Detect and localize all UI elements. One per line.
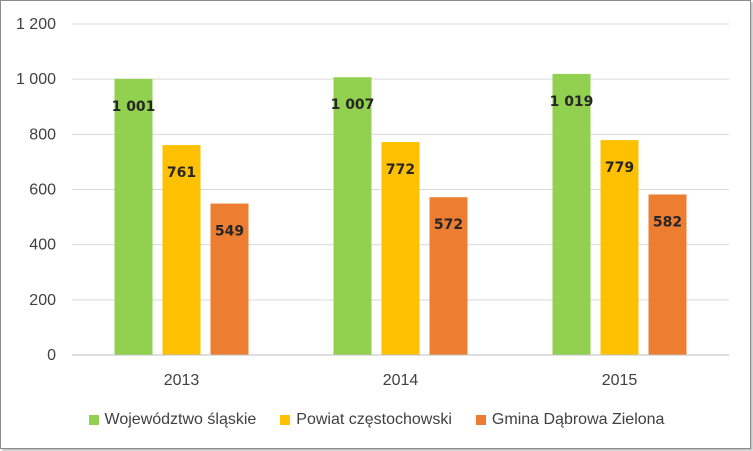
data-label-2015-series-2: 582 (653, 214, 682, 230)
bar-2015-series-0 (552, 73, 591, 355)
bar-2013-series-2 (210, 203, 249, 355)
x-tick-label: 2014 (383, 372, 419, 389)
y-tick-label: 800 (29, 126, 56, 143)
data-label-2013-series-0: 1 001 (112, 99, 156, 115)
legend-item-gmina: Gmina Dąbrowa Zielona (475, 411, 665, 429)
legend-swatch-powiat (280, 415, 291, 425)
y-tick-label: 1 000 (16, 71, 56, 88)
legend-swatch-wojewodztwo (88, 415, 99, 425)
legend-item-wojewodztwo: Województwo śląskie (88, 411, 257, 429)
data-labels: 1 001 761 549 1 007 772 572 1 019 779 582 (112, 94, 683, 240)
legend-item-powiat: Powiat częstochowski (280, 411, 452, 429)
legend: Województwo śląskie Powiat częstochowski… (0, 408, 753, 432)
data-label-2014-series-2: 572 (434, 217, 463, 233)
bar-2014-series-1 (381, 142, 420, 355)
bar-2014-series-0 (333, 77, 372, 355)
bar-2013-series-0 (114, 78, 153, 355)
legend-label-wojewodztwo: Województwo śląskie (104, 411, 257, 428)
bars (114, 73, 687, 355)
x-tick-label: 2015 (602, 372, 638, 389)
y-tick-label: 600 (29, 182, 56, 199)
data-label-2014-series-1: 772 (386, 162, 415, 178)
bar-2015-series-2 (648, 194, 687, 355)
data-label-2013-series-2: 549 (215, 224, 244, 240)
data-label-2015-series-0: 1 019 (550, 94, 594, 110)
y-tick-label: 1 200 (16, 16, 56, 33)
legend-label-powiat: Powiat częstochowski (296, 411, 452, 428)
bar-2014-series-2 (429, 197, 468, 355)
bar-2015-series-1 (600, 140, 639, 355)
bar-2013-series-1 (162, 145, 201, 355)
data-label-2013-series-1: 761 (167, 165, 196, 181)
axes: 0 200 400 600 800 1 000 1 200 2013 2014 2015 (16, 16, 729, 389)
legend-swatch-gmina (475, 415, 486, 425)
y-tick-label: 400 (29, 237, 56, 254)
legend-label-gmina: Gmina Dąbrowa Zielona (491, 411, 665, 428)
y-tick-label: 200 (29, 292, 56, 309)
x-tick-label: 2013 (164, 372, 200, 389)
y-tick-label: 0 (47, 347, 56, 364)
data-label-2015-series-1: 779 (605, 160, 634, 176)
data-label-2014-series-0: 1 007 (331, 97, 375, 113)
